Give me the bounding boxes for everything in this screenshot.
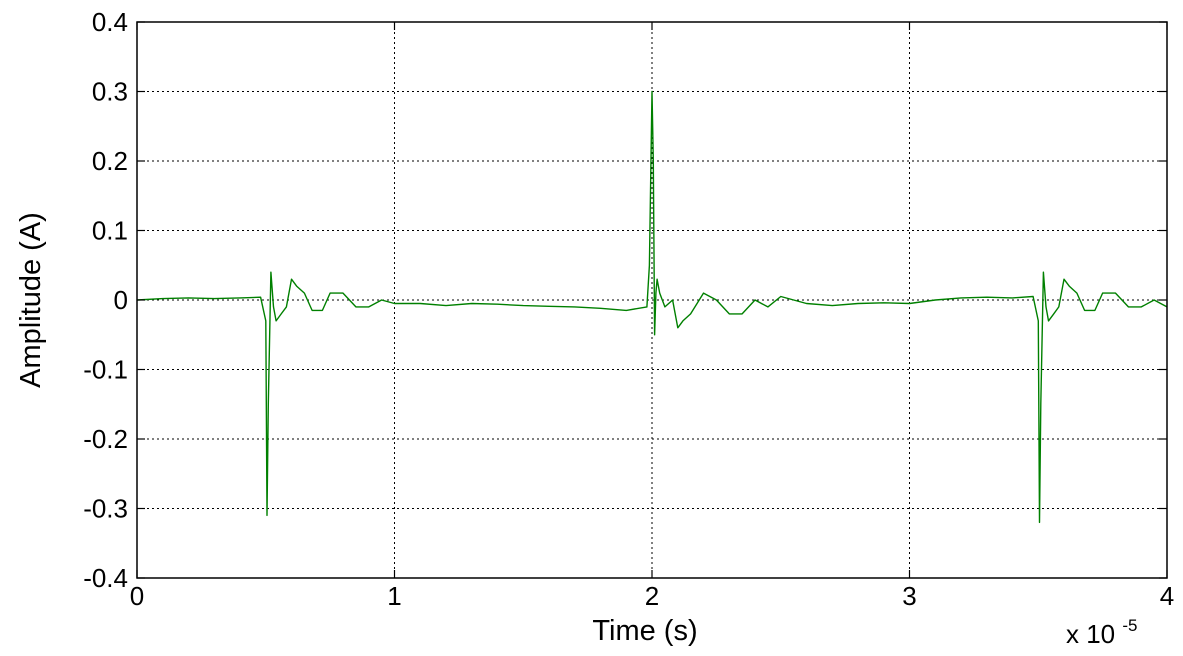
y-axis-label: Amplitude (A) (15, 212, 47, 388)
y-tick-label: 0.4 (92, 7, 128, 37)
x-axis-exponent: x 10 -5 (1066, 616, 1138, 649)
x-axis-label: Time (s) (592, 615, 697, 647)
y-tick-label: -0.1 (83, 355, 128, 385)
x-tick-label: 1 (387, 581, 401, 611)
y-tick-label: -0.3 (83, 494, 128, 524)
y-tick-label: 0.3 (92, 77, 128, 107)
y-tick-label: 0.1 (92, 216, 128, 246)
y-tick-label: -0.2 (83, 424, 128, 454)
x-tick-label: 0 (130, 581, 144, 611)
x-tick-label: 4 (1160, 581, 1174, 611)
grid (137, 22, 1167, 578)
series-line (136, 90, 1168, 524)
x-axis-exponent-base: x 10 (1066, 619, 1115, 649)
series-layer (136, 90, 1168, 524)
axis-ticks: 0 1 2 3 4 0.4 0.3 0.2 0.1 0 -0.1 -0.2 -0.3 -0.4 (83, 7, 1174, 611)
y-tick-label: -0.4 (83, 563, 128, 593)
y-tick-label: 0 (114, 285, 128, 315)
x-tick-label: 3 (902, 581, 916, 611)
y-tick-label: 0.2 (92, 146, 128, 176)
x-axis-exponent-power: -5 (1122, 616, 1137, 635)
x-tick-label: 2 (645, 581, 659, 611)
